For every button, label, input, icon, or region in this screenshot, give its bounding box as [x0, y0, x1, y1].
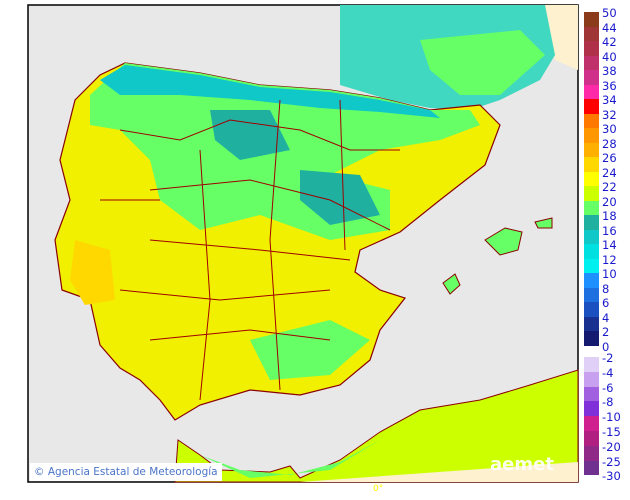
legend-label: 10 — [602, 267, 617, 281]
duero-basin — [210, 110, 290, 160]
ibiza — [442, 273, 461, 295]
legend-swatch — [584, 55, 599, 70]
menorca — [534, 217, 553, 229]
legend-label: -2 — [602, 351, 614, 365]
legend-swatch — [584, 84, 599, 99]
legend-swatch — [584, 316, 599, 331]
legend-swatch — [584, 157, 599, 172]
legend-swatch — [584, 215, 599, 230]
region-borders — [100, 99, 400, 401]
legend-label: 16 — [602, 223, 617, 238]
legend-swatch — [584, 401, 599, 417]
legend-swatch — [584, 287, 599, 302]
legend-label: 2 — [602, 325, 610, 339]
legend-label: 42 — [602, 35, 617, 49]
legend-label: 44 — [602, 20, 617, 35]
legend-swatch — [584, 258, 599, 273]
mallorca — [484, 227, 523, 256]
legend-label: 12 — [602, 252, 617, 267]
legend-swatch — [584, 460, 599, 476]
legend-label: 36 — [602, 78, 617, 93]
legend-label: 20 — [602, 194, 617, 209]
legend-swatch — [584, 431, 599, 446]
legend-swatch — [584, 171, 599, 186]
legend-swatch — [584, 386, 599, 402]
legend-swatch — [584, 113, 599, 128]
legend-label: 24 — [602, 165, 617, 180]
legend-swatch — [584, 229, 599, 244]
outside-domain-bottom — [300, 462, 578, 482]
legend-label: 30 — [602, 122, 617, 136]
legend-swatch — [584, 26, 599, 41]
legend-label: 18 — [602, 209, 617, 223]
legend-label: -30 — [602, 469, 621, 484]
legend-label: -4 — [602, 365, 614, 380]
iberian-system — [300, 170, 380, 225]
aemet-logo: aemet — [490, 454, 554, 475]
legend-label: 22 — [602, 180, 617, 194]
france-warm-area — [420, 30, 545, 95]
legend-label: -25 — [602, 454, 621, 469]
legend-label: -10 — [602, 410, 621, 425]
legend-label: 50 — [602, 6, 617, 20]
temperature-map — [27, 4, 579, 483]
legend-label: 32 — [602, 107, 617, 122]
betic-range — [250, 320, 370, 380]
legend-swatch — [584, 416, 599, 431]
copyright-credit: © Agencia Estatal de Meteorología — [30, 463, 222, 481]
legend-label: 26 — [602, 151, 617, 165]
legend-label: 4 — [602, 310, 610, 325]
legend-label: -8 — [602, 395, 614, 410]
legend-swatch — [584, 273, 599, 288]
north-africa — [174, 369, 579, 483]
legend-swatch — [584, 142, 599, 157]
legend-swatch — [584, 12, 599, 27]
legend-swatch — [584, 331, 599, 346]
legend-label: -20 — [602, 439, 621, 454]
legend-swatch — [584, 99, 599, 114]
legend-label: -15 — [602, 425, 621, 439]
cantabrian-range — [100, 65, 440, 118]
credit-text: Agencia Estatal de Meteorología — [47, 466, 218, 478]
legend-swatch — [584, 200, 599, 215]
legend-label: -6 — [602, 380, 614, 395]
legend-swatch — [584, 41, 599, 56]
legend-label: 40 — [602, 49, 617, 64]
legend-swatch — [584, 445, 599, 461]
legend-swatch — [584, 302, 599, 317]
longitude-label: 0° — [373, 484, 384, 494]
legend-label: 34 — [602, 93, 617, 107]
legend-swatch — [584, 371, 599, 387]
alentejo-warm-area — [70, 240, 115, 305]
legend-label: 14 — [602, 238, 617, 252]
outside-domain-corner — [540, 5, 578, 70]
legend-label: 0 — [602, 339, 610, 354]
legend-label: 6 — [602, 296, 610, 310]
legend-swatch — [584, 128, 599, 143]
legend-label: 38 — [602, 64, 617, 78]
legend-swatch — [584, 186, 599, 201]
legend-swatch — [584, 244, 599, 259]
legend-label: 28 — [602, 136, 617, 151]
legend-label: 8 — [602, 281, 610, 296]
legend-swatch — [584, 357, 599, 372]
legend-swatch — [584, 70, 599, 85]
